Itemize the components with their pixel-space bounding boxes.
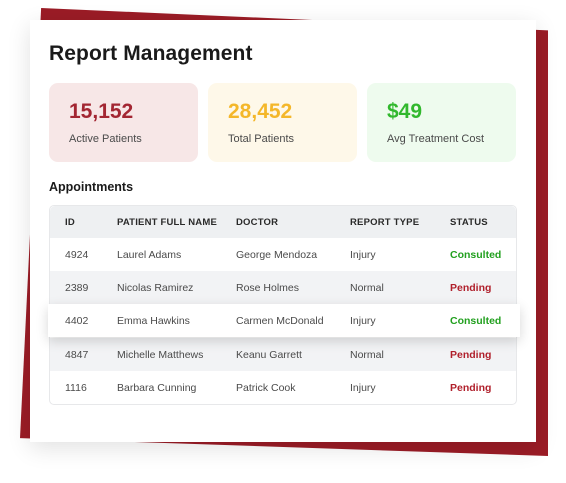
column-header-doctor[interactable]: DOCTOR — [236, 217, 279, 228]
cell-report-type: Injury — [350, 315, 376, 327]
column-header-id[interactable]: ID — [65, 217, 75, 228]
stat-label: Active Patients — [69, 133, 142, 145]
status-badge: Pending — [450, 382, 492, 394]
stat-label: Avg Treatment Cost — [387, 133, 485, 145]
stat-card-total-patients: 28,452 Total Patients — [208, 83, 357, 162]
cell-patient-name: Laurel Adams — [117, 249, 182, 261]
stat-label: Total Patients — [228, 133, 295, 145]
stat-card-active-patients: 15,152 Active Patients — [49, 83, 198, 162]
status-badge: Pending — [450, 282, 492, 294]
cell-id: 4924 — [65, 249, 89, 261]
table-row[interactable]: 1116 Barbara Cunning Patrick Cook Injury… — [50, 371, 516, 404]
appointments-table: ID PATIENT FULL NAME DOCTOR REPORT TYPE … — [48, 205, 520, 405]
cell-doctor: Carmen McDonald — [236, 315, 324, 327]
table-row[interactable]: 4847 Michelle Matthews Keanu Garrett Nor… — [50, 338, 516, 371]
cell-report-type: Injury — [350, 249, 376, 261]
cell-doctor: George Mendoza — [236, 249, 318, 261]
cell-id: 2389 — [65, 282, 89, 294]
cell-doctor: Keanu Garrett — [236, 349, 302, 361]
table-row[interactable]: 2389 Nicolas Ramirez Rose Holmes Normal … — [50, 271, 516, 304]
cell-doctor: Patrick Cook — [236, 382, 296, 394]
cell-patient-name: Nicolas Ramirez — [117, 282, 194, 294]
cell-id: 1116 — [65, 382, 87, 394]
column-header-report-type[interactable]: REPORT TYPE — [350, 217, 420, 228]
cell-report-type: Injury — [350, 382, 376, 394]
cell-patient-name: Barbara Cunning — [117, 382, 197, 394]
column-header-status[interactable]: STATUS — [450, 217, 488, 228]
cell-id: 4402 — [65, 315, 89, 327]
status-badge: Consulted — [450, 249, 502, 261]
status-badge: Consulted — [450, 315, 502, 327]
stat-value: 28,452 — [228, 100, 293, 123]
stat-value: $49 — [387, 100, 423, 123]
stat-card-avg-treatment-cost: $49 Avg Treatment Cost — [367, 83, 516, 162]
report-card: Report Management 15,152 Active Patients… — [30, 20, 536, 442]
cell-report-type: Normal — [350, 349, 384, 361]
cell-report-type: Normal — [350, 282, 384, 294]
cell-doctor: Rose Holmes — [236, 282, 300, 294]
table-row-highlighted[interactable]: 4402 Emma Hawkins Carmen McDonald Injury… — [48, 304, 520, 337]
cell-patient-name: Michelle Matthews — [117, 349, 204, 361]
table-row[interactable]: 4924 Laurel Adams George Mendoza Injury … — [50, 238, 516, 271]
section-title-appointments: Appointments — [49, 180, 134, 194]
status-badge: Pending — [450, 349, 492, 361]
page-title: Report Management — [49, 42, 253, 65]
table-header: ID PATIENT FULL NAME DOCTOR REPORT TYPE … — [50, 206, 516, 238]
stat-value: 15,152 — [69, 100, 134, 123]
cell-id: 4847 — [65, 349, 89, 361]
column-header-patient-name[interactable]: PATIENT FULL NAME — [117, 217, 217, 228]
cell-patient-name: Emma Hawkins — [117, 315, 190, 327]
